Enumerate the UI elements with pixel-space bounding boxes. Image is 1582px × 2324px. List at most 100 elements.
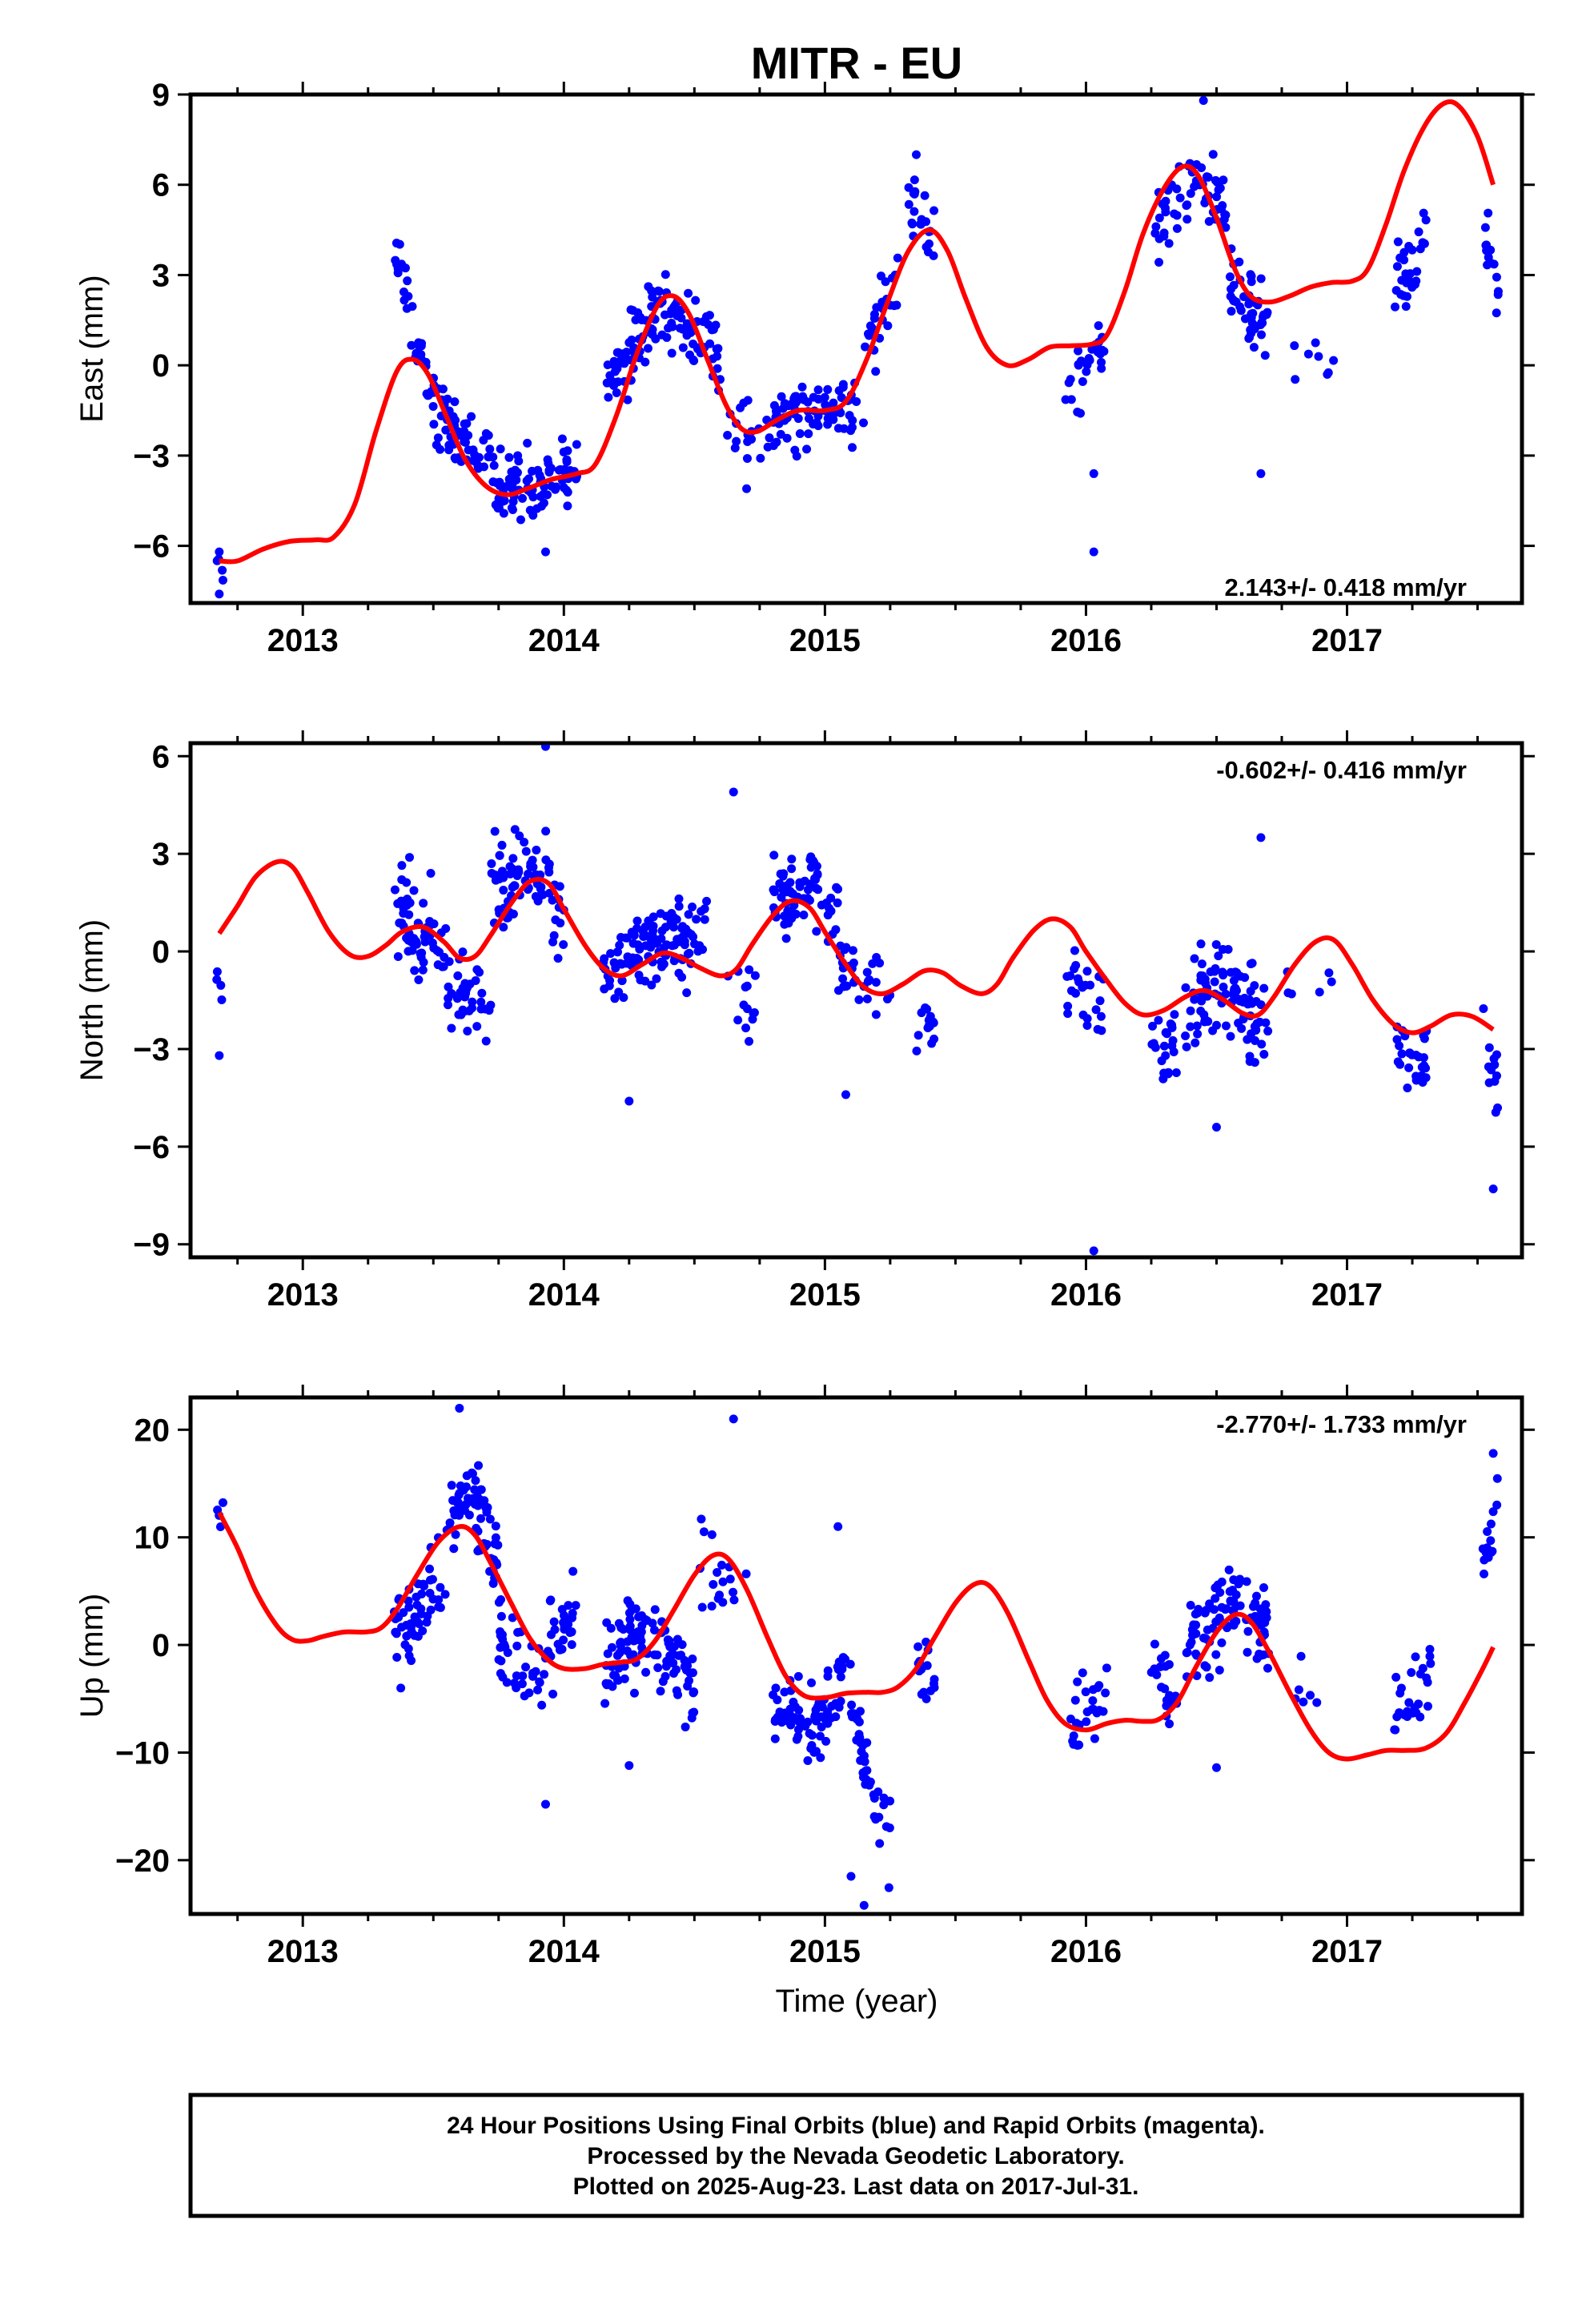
- data-point: [524, 869, 533, 879]
- data-point: [1200, 198, 1210, 207]
- data-point: [742, 453, 752, 463]
- x-tick-label: 2016: [1050, 623, 1122, 658]
- data-point: [1392, 1035, 1402, 1044]
- data-point: [505, 869, 515, 879]
- data-point: [1223, 945, 1233, 955]
- data-point: [705, 339, 715, 348]
- data-point: [689, 1687, 699, 1697]
- data-point: [1324, 968, 1334, 978]
- data-point: [1181, 1031, 1191, 1040]
- data-point: [756, 453, 765, 463]
- data-point: [1097, 364, 1106, 373]
- data-point: [656, 909, 665, 919]
- data-point: [841, 943, 851, 952]
- data-point: [628, 306, 638, 316]
- data-point: [834, 386, 844, 396]
- data-point: [444, 1000, 453, 1010]
- data-point: [733, 1015, 743, 1025]
- data-point: [859, 1900, 869, 1910]
- data-point: [674, 894, 684, 903]
- fit-curve: [217, 1511, 1496, 1762]
- data-point: [404, 935, 413, 945]
- data-point: [1259, 1049, 1269, 1059]
- data-point: [636, 975, 645, 985]
- data-point: [451, 416, 460, 425]
- data-point: [809, 1747, 819, 1757]
- data-point: [622, 933, 632, 943]
- data-point: [799, 395, 809, 404]
- data-point: [455, 1489, 464, 1498]
- data-point: [1425, 1651, 1435, 1661]
- data-point: [218, 575, 227, 585]
- data-point: [1257, 330, 1267, 340]
- data-point: [804, 429, 813, 439]
- data-point: [438, 384, 448, 394]
- data-point: [612, 947, 622, 957]
- data-point: [689, 932, 698, 942]
- data-point: [606, 949, 616, 959]
- data-point: [496, 1627, 505, 1637]
- data-point: [1211, 939, 1221, 949]
- data-point: [1076, 408, 1086, 418]
- data-point: [652, 939, 661, 948]
- data-point: [545, 1596, 555, 1606]
- data-point: [1391, 1672, 1401, 1682]
- east-panel: 2013 2014 2015 2016 2017 −6 −3 0 3 6 9 East (mm) 2.1…: [74, 78, 1535, 658]
- data-point: [432, 440, 441, 450]
- data-point: [765, 433, 774, 443]
- data-point: [1078, 1010, 1088, 1019]
- data-point: [217, 995, 227, 1004]
- data-point: [882, 995, 892, 1004]
- data-point: [641, 941, 651, 951]
- data-point: [673, 311, 682, 320]
- data-point: [623, 1596, 632, 1606]
- data-point: [911, 150, 921, 159]
- data-point: [407, 340, 416, 350]
- caption-line: 24 Hour Positions Using Final Orbits (bl…: [447, 2113, 1265, 2139]
- data-point: [813, 885, 823, 895]
- data-point: [1081, 1687, 1090, 1697]
- up-panel: 2013 2014 2015 2016 2017 −20 −10 0 10 20 Up (mm) -2…: [74, 1385, 1535, 1969]
- data-point: [396, 1683, 406, 1693]
- data-point: [1097, 357, 1106, 367]
- data-point: [1070, 1695, 1080, 1705]
- data-point: [791, 398, 801, 408]
- data-point: [1151, 222, 1161, 231]
- data-point: [444, 957, 454, 967]
- data-point: [1071, 961, 1081, 971]
- data-point: [1244, 334, 1254, 344]
- data-point: [403, 895, 412, 904]
- data-point: [508, 854, 518, 863]
- data-point: [747, 434, 757, 444]
- data-point: [1399, 1710, 1409, 1719]
- data-point: [647, 980, 656, 990]
- data-point: [793, 414, 803, 424]
- data-point: [1192, 1021, 1202, 1031]
- data-point: [1243, 1647, 1252, 1657]
- data-point: [639, 932, 648, 942]
- y-tick-label: 10: [135, 1521, 171, 1556]
- data-point: [743, 396, 753, 405]
- data-point: [548, 1689, 558, 1699]
- data-point: [723, 431, 733, 440]
- y-tick-label: −9: [133, 1228, 170, 1263]
- data-point: [619, 993, 628, 1003]
- data-point: [872, 952, 881, 962]
- data-point: [684, 910, 693, 919]
- data-point: [817, 900, 826, 910]
- data-point: [544, 465, 554, 475]
- data-point: [1217, 1638, 1227, 1647]
- x-tick-label: 2015: [789, 1277, 861, 1313]
- data-point: [399, 903, 408, 913]
- data-point: [416, 1609, 426, 1618]
- data-point: [409, 886, 419, 895]
- data-point: [677, 972, 687, 982]
- data-point: [521, 846, 531, 856]
- data-point: [812, 927, 821, 936]
- data-point: [502, 1678, 512, 1687]
- data-point: [535, 1678, 544, 1687]
- data-point: [472, 1022, 482, 1031]
- data-point: [1150, 1639, 1159, 1649]
- data-point: [909, 188, 918, 198]
- data-point: [613, 348, 623, 357]
